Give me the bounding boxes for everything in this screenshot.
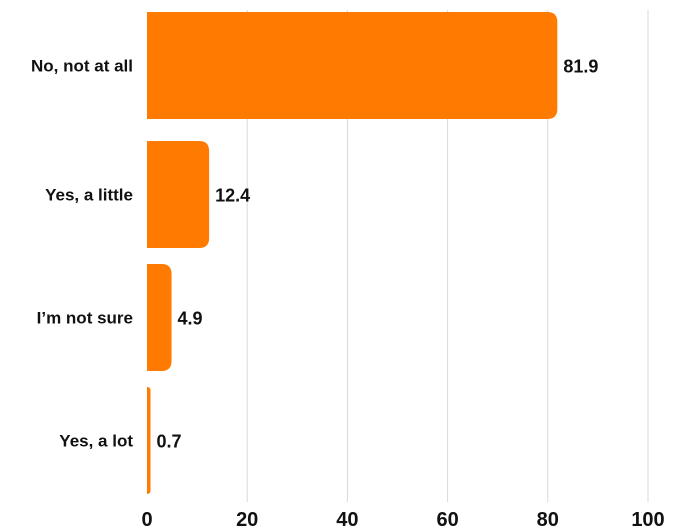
value-label-1: 12.4 [215, 186, 250, 206]
bar-3 [147, 387, 151, 494]
x-tick-label-20: 20 [236, 509, 258, 529]
value-labels: 81.9 12.4 4.9 0.7 [157, 57, 599, 452]
category-label-1: Yes, a little [45, 186, 133, 205]
bars [147, 12, 558, 494]
bar-0 [147, 12, 558, 119]
category-labels: No, not at all Yes, a little I’m not sure Y… [31, 57, 133, 451]
x-tick-label-60: 60 [436, 509, 458, 529]
category-label-0: No, not at all [31, 57, 133, 76]
x-tick-label-100: 100 [631, 509, 664, 529]
bar-1 [147, 141, 210, 248]
x-tick-label-0: 0 [141, 509, 152, 529]
category-label-3: Yes, a lot [59, 432, 133, 451]
x-tick-label-40: 40 [336, 509, 358, 529]
value-label-0: 81.9 [563, 57, 598, 77]
category-label-2: I’m not sure [37, 309, 133, 328]
bar-2 [147, 264, 172, 371]
value-label-2: 4.9 [178, 309, 203, 329]
x-axis-tick-labels: 0 20 40 60 80 100 [141, 509, 664, 529]
value-label-3: 0.7 [157, 432, 182, 452]
x-tick-label-80: 80 [537, 509, 559, 529]
